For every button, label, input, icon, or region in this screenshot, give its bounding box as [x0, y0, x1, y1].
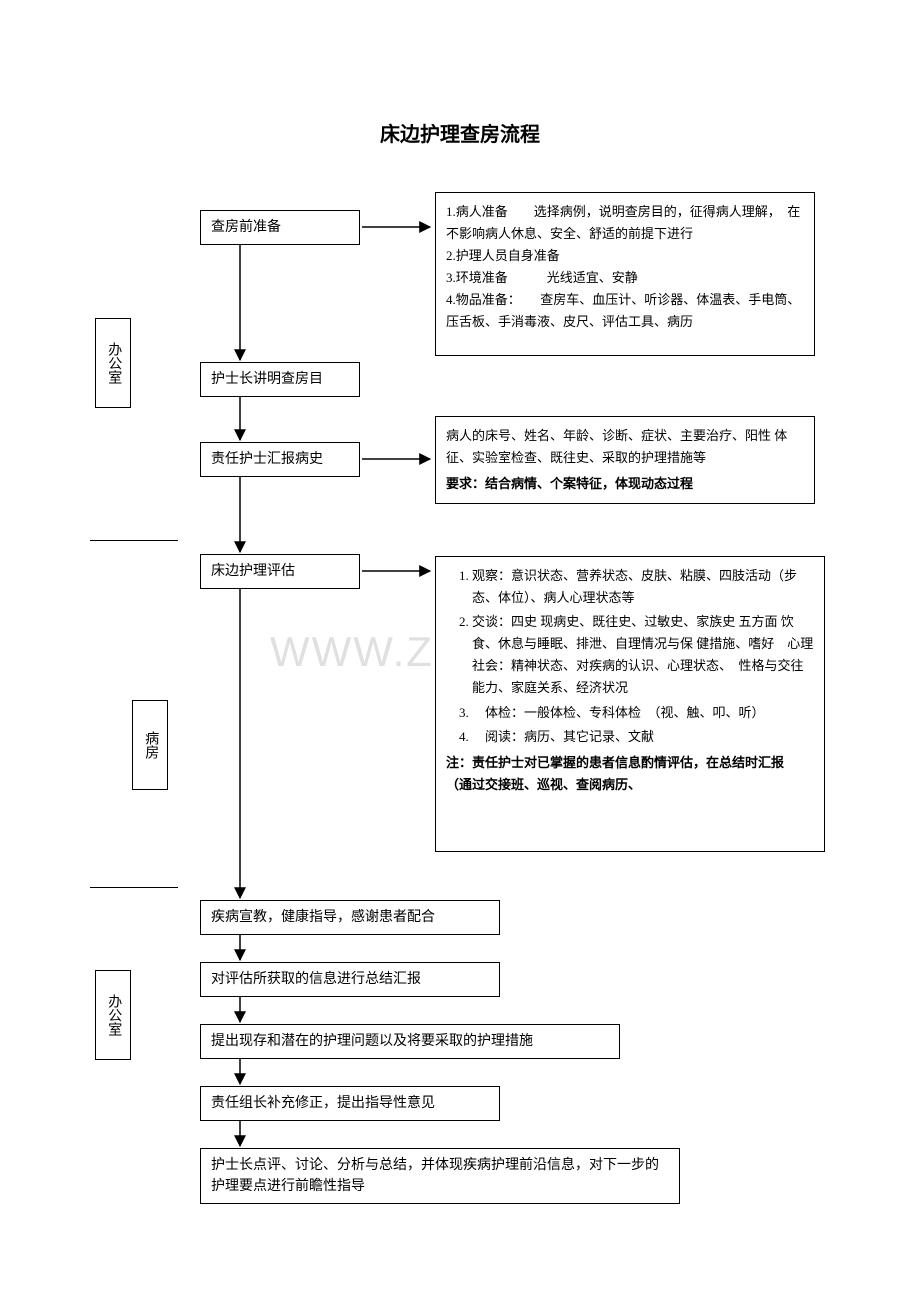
section-separator-2: [90, 887, 178, 888]
node-bedside-assess: 床边护理评估: [200, 554, 360, 589]
node-nurse-report: 责任护士汇报病史: [200, 442, 360, 477]
section-separator-1: [90, 540, 178, 541]
node-prep: 查房前准备: [200, 210, 360, 245]
node-summary: 对评估所获取的信息进行总结汇报: [200, 962, 500, 997]
side-label-office-2: 办公室: [95, 970, 131, 1060]
side-label-ward: 病房: [132, 700, 168, 790]
page-title: 床边护理查房流程: [0, 118, 920, 147]
side-label-office-1: 办公室: [95, 318, 131, 408]
detail-assess: 观察：意识状态、营养状态、皮肤、粘膜、四肢活动（步 态、体位）、病人心理状态等交…: [435, 556, 825, 852]
node-leader-correct: 责任组长补充修正，提出指导性意见: [200, 1086, 500, 1121]
node-problems: 提出现存和潜在的护理问题以及将要采取的护理措施: [200, 1024, 620, 1059]
detail-prep: 1.病人准备 选择病例，说明查房目的，征得病人理解， 在不影响病人休息、安全、舒…: [435, 192, 815, 356]
detail-report: 病人的床号、姓名、年龄、诊断、症状、主要治疗、阳性 体征、实验室检查、既往史、采…: [435, 416, 815, 504]
node-headnurse-review: 护士长点评、讨论、分析与总结，并体现疾病护理前沿信息，对下一步的护理要点进行前瞻…: [200, 1148, 680, 1204]
node-education: 疾病宣教，健康指导，感谢患者配合: [200, 900, 500, 935]
node-headnurse-explain: 护士长讲明查房目: [200, 362, 360, 397]
